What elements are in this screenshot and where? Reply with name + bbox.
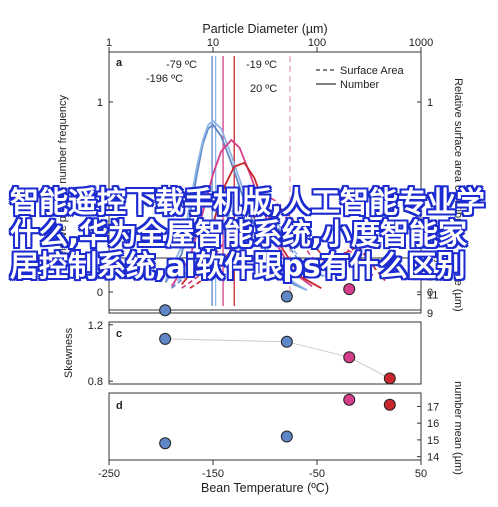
bottom-tick-label: -50 [309, 468, 325, 480]
y-tick-label: 13 [427, 271, 439, 283]
right-axis-label: Relative surface area contribution [452, 78, 464, 242]
surface-curve [189, 203, 386, 289]
y-tick-label: 15 [427, 435, 439, 447]
panel-b-right-label: mode (µm) [452, 258, 464, 311]
top-axis-title: Particle Diameter (µm) [202, 22, 327, 36]
left-axis-label: Relative particle number frequency [57, 95, 69, 265]
bottom-tick-label: 50 [415, 468, 427, 480]
number-curve [180, 161, 322, 289]
data-point [159, 332, 172, 345]
data-point [383, 372, 396, 385]
bottom-axis: -250 -150 -50 50 [98, 460, 427, 480]
panel-b: 9 11 13 15 [159, 253, 439, 320]
data-point [343, 283, 356, 296]
left-tick-label: 0 [97, 287, 103, 299]
panel-c: 0.8 1.2 [88, 320, 396, 388]
panel-d-right-label: number mean (µm) [452, 381, 464, 475]
number-curve [170, 138, 313, 288]
skewness-label: Skewness [63, 327, 75, 378]
surface-curve [181, 192, 375, 289]
data-point [280, 290, 293, 303]
panel-d-letter: d [116, 400, 123, 412]
panel-a-letter: a [116, 57, 123, 69]
y-tick-label: 1.2 [88, 320, 103, 332]
overlay-text: 智能遥控下载手机版,人工智能专业学什么,华为全屋智能系统,小度智能家居控制系统,… [10, 185, 486, 283]
legend-number-label: Number [340, 79, 379, 91]
y-tick-label: 0.8 [88, 376, 103, 388]
bottom-tick-label: -250 [98, 468, 120, 480]
y-tick-label: 17 [427, 401, 439, 413]
top-tick-label: 10 [207, 37, 219, 49]
left-tick-label: 1 [97, 97, 103, 109]
bottom-tick-label: -150 [202, 468, 224, 480]
surface-curve [171, 196, 326, 287]
right-tick-label: 0 [427, 287, 433, 299]
right-tick-label: 1 [427, 97, 433, 109]
label-20: 20 ºC [250, 83, 277, 95]
legend-surface-label: Surface Area [340, 65, 404, 77]
data-point [383, 398, 396, 411]
panel-a: 0 1 0 1 [97, 56, 433, 306]
bottom-axis-title: Bean Temperature (ºC) [201, 481, 329, 495]
top-tick-label: 1 [106, 37, 112, 49]
y-tick-label: 16 [427, 418, 439, 430]
panel-d: 14 15 16 17 [159, 393, 439, 464]
label-minus196: -196 ºC [146, 73, 183, 85]
y-tick-label: 14 [427, 452, 439, 464]
data-point [159, 304, 172, 317]
top-tick-label: 100 [308, 37, 326, 49]
top-tick-label: 1000 [409, 37, 433, 49]
y-tick-label: 9 [427, 308, 433, 320]
y-tick-label: 11 [427, 290, 438, 302]
panel-c-frame [108, 321, 422, 385]
label-minus79: -79 ºC [166, 59, 197, 71]
data-point [159, 437, 172, 450]
top-axis: 1 10 100 1000 [106, 37, 433, 52]
panel-a-frame [108, 51, 422, 311]
trend-line [165, 338, 391, 379]
data-point [280, 335, 293, 348]
data-point [280, 430, 293, 443]
panel-d-frame [108, 392, 422, 461]
data-point [343, 393, 356, 406]
y-tick-label: 15 [427, 253, 439, 265]
data-point [383, 255, 396, 268]
label-minus19: -19 ºC [246, 59, 277, 71]
panel-b-frame [108, 257, 422, 314]
number-curve [164, 119, 308, 291]
data-point [343, 351, 356, 364]
number-curve [164, 123, 308, 291]
panel-c-letter: c [116, 328, 122, 340]
